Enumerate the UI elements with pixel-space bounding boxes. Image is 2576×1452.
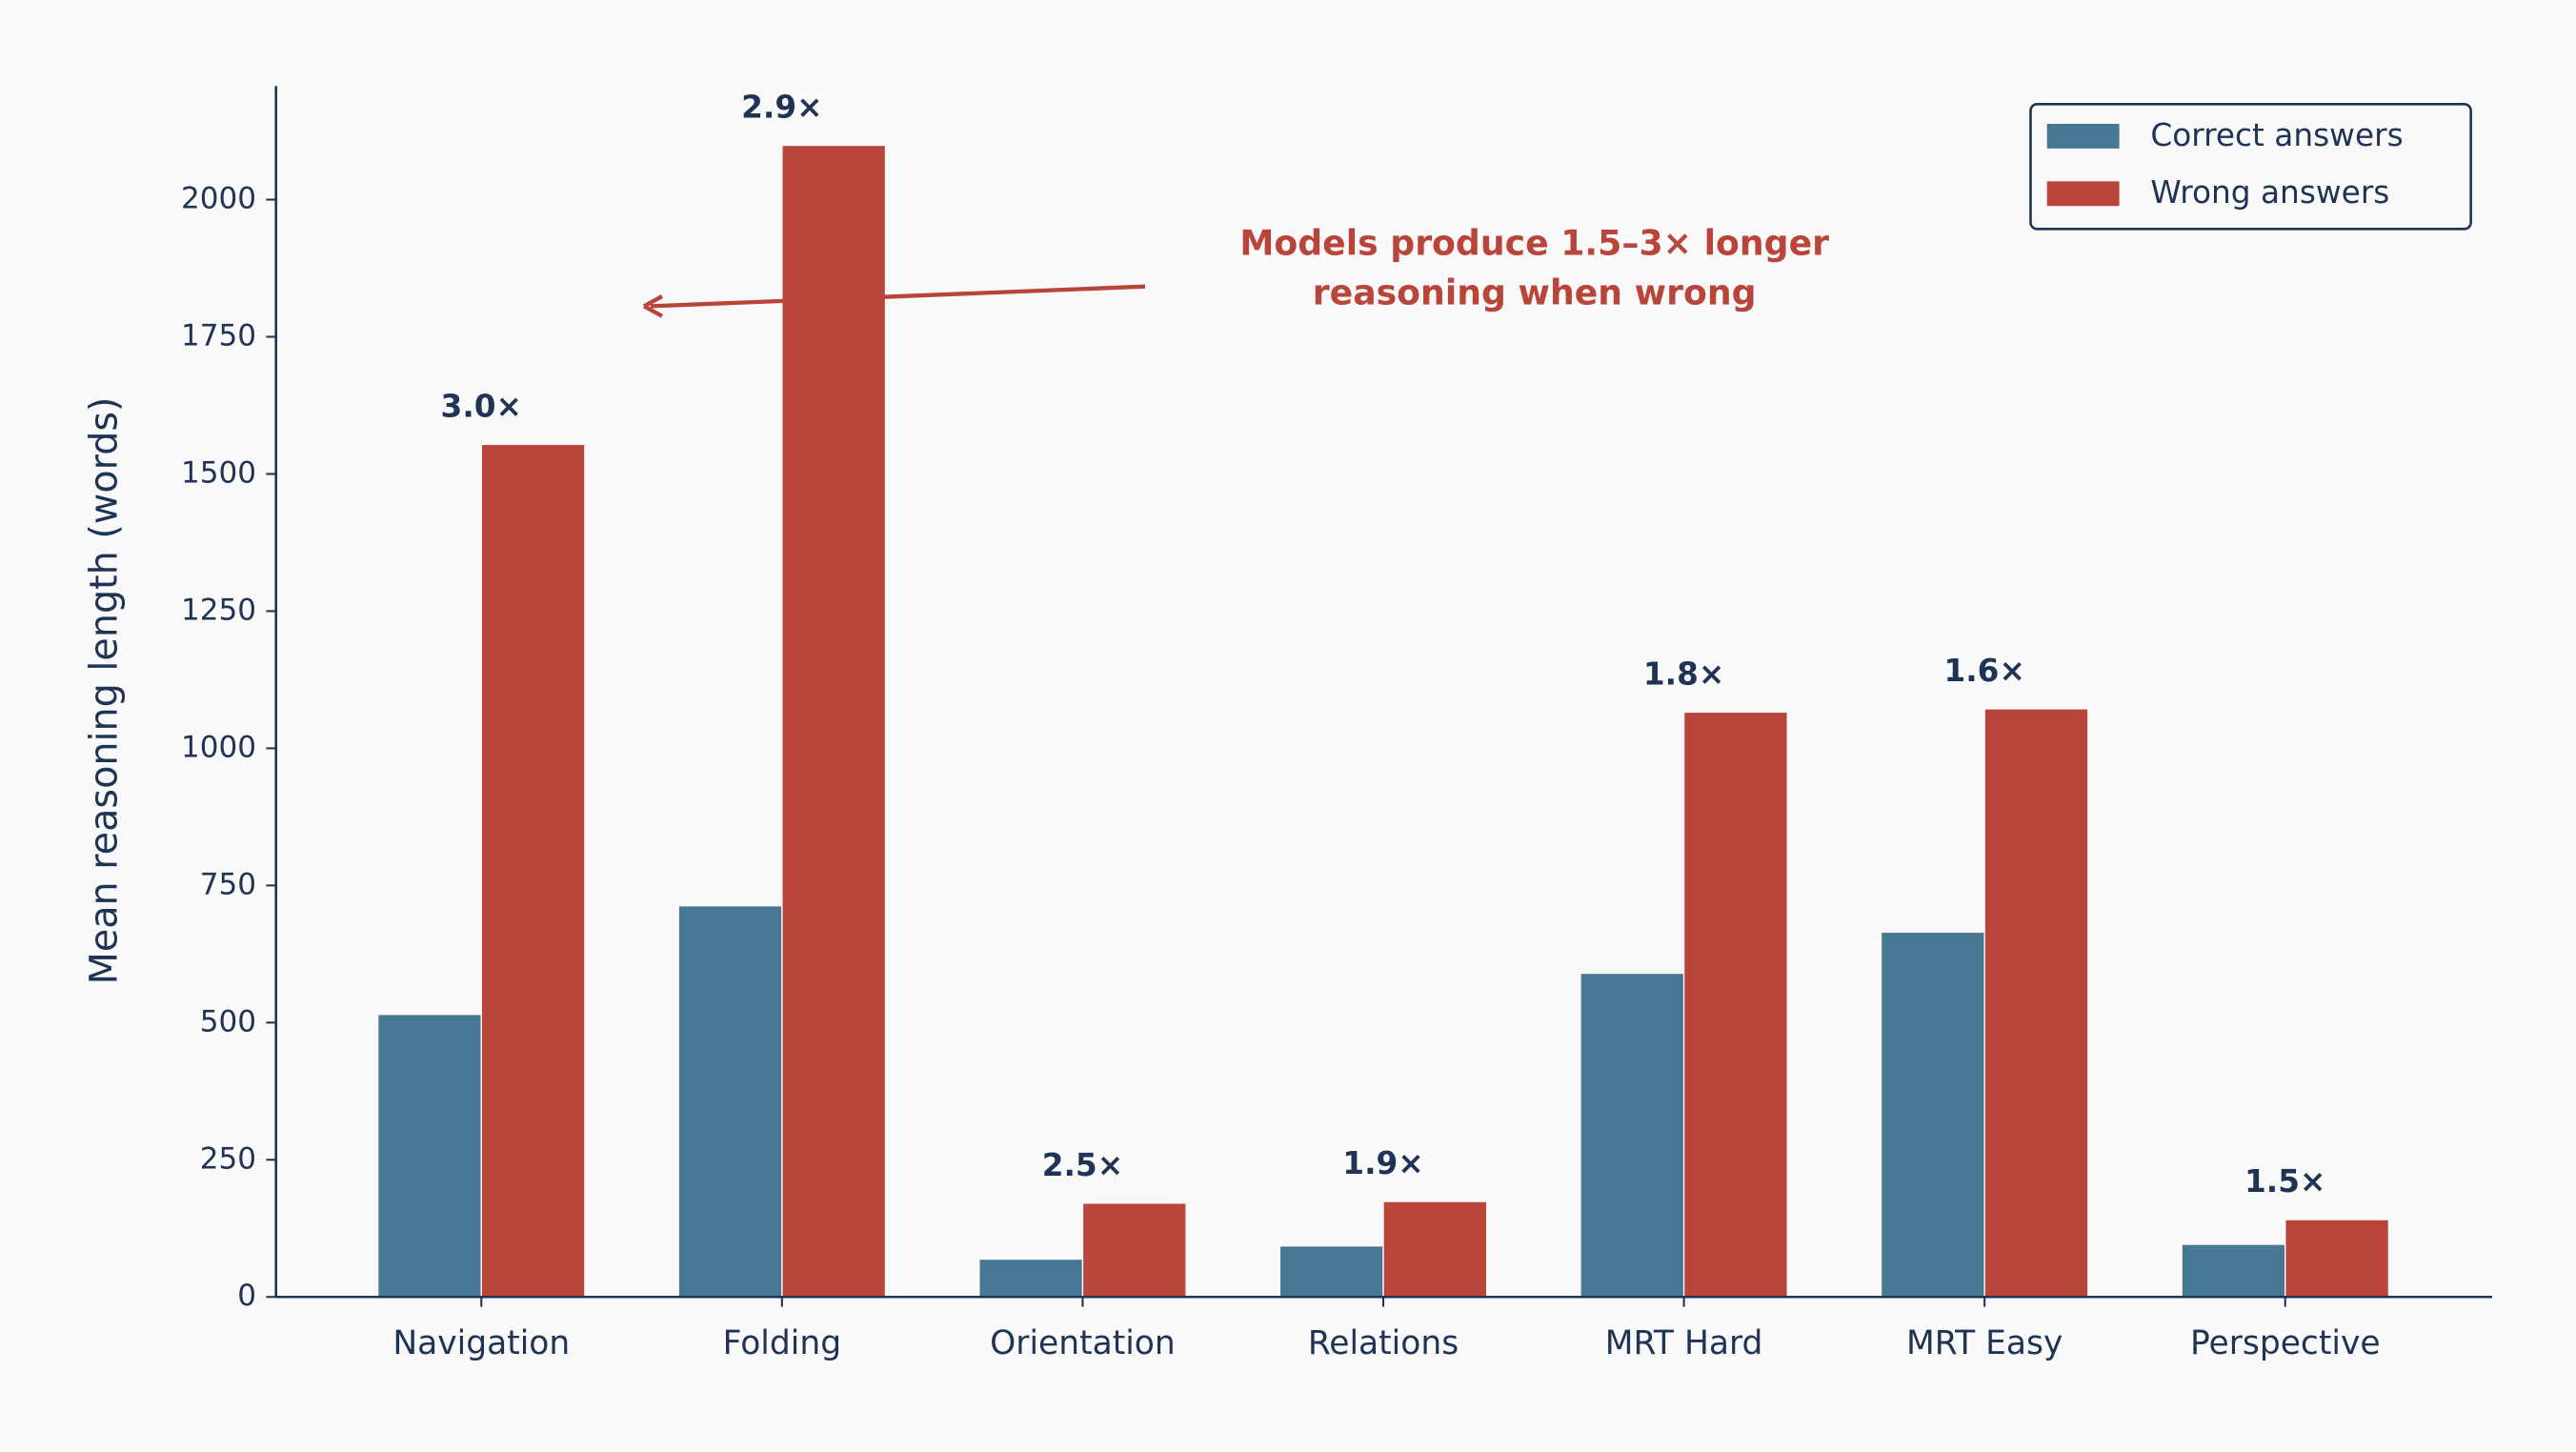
bar	[1983, 708, 2089, 1298]
ratio-label: 2.9×	[741, 90, 822, 126]
legend-label: Correct answers	[2150, 117, 2403, 153]
bar	[1081, 1202, 1187, 1298]
bar	[1278, 1245, 1384, 1298]
legend-swatch	[2046, 181, 2120, 207]
bar	[480, 443, 586, 1298]
ratio-label: 1.5×	[2244, 1163, 2325, 1200]
bar	[1580, 972, 1685, 1298]
y-tick-label: 750	[200, 867, 256, 901]
legend-box	[2029, 102, 2472, 231]
legend-label: Wrong answers	[2150, 174, 2389, 211]
ratio-label: 1.9×	[1342, 1145, 1423, 1181]
bar	[677, 904, 783, 1298]
bar	[376, 1013, 482, 1298]
x-tick-label: Navigation	[392, 1324, 570, 1362]
annotation-arrowhead	[642, 294, 664, 318]
y-axis-label: Mean reasoning length (words)	[83, 396, 127, 984]
annotation-arrow	[650, 284, 1146, 309]
annotation: reasoning when wrong	[1313, 272, 1757, 313]
y-tick-label: 1000	[181, 730, 256, 764]
ratio-label: 1.6×	[1943, 653, 2024, 689]
y-tick-label: 500	[200, 1004, 256, 1039]
x-tick-label: Relations	[1308, 1324, 1459, 1362]
ratio-label: 2.5×	[1042, 1147, 1123, 1183]
y-tick-label: 250	[200, 1141, 256, 1176]
bar	[978, 1258, 1084, 1298]
bar	[1682, 711, 1788, 1298]
y-tick-label: 1500	[181, 455, 256, 490]
x-tick-label: MRT Hard	[1605, 1324, 1763, 1362]
y-tick-label: 1250	[181, 593, 256, 627]
annotation: Models produce 1.5–3× longer	[1239, 223, 1829, 264]
y-tick-label: 0	[237, 1279, 256, 1313]
x-tick-label: Orientation	[990, 1324, 1176, 1362]
legend-swatch	[2046, 123, 2120, 149]
y-tick-label: 1750	[181, 318, 256, 353]
x-tick-label: MRT Easy	[1906, 1324, 2063, 1362]
ratio-label: 3.0×	[441, 388, 522, 424]
y-tick-label: 2000	[181, 182, 256, 216]
x-tick-label: Perspective	[2190, 1324, 2381, 1362]
bar	[2284, 1219, 2390, 1298]
ratio-label: 1.8×	[1643, 655, 1724, 692]
bar	[781, 144, 887, 1298]
bar	[1880, 931, 1985, 1298]
bar	[2181, 1243, 2286, 1298]
x-tick-label: Folding	[723, 1324, 841, 1362]
bar	[1382, 1200, 1488, 1298]
